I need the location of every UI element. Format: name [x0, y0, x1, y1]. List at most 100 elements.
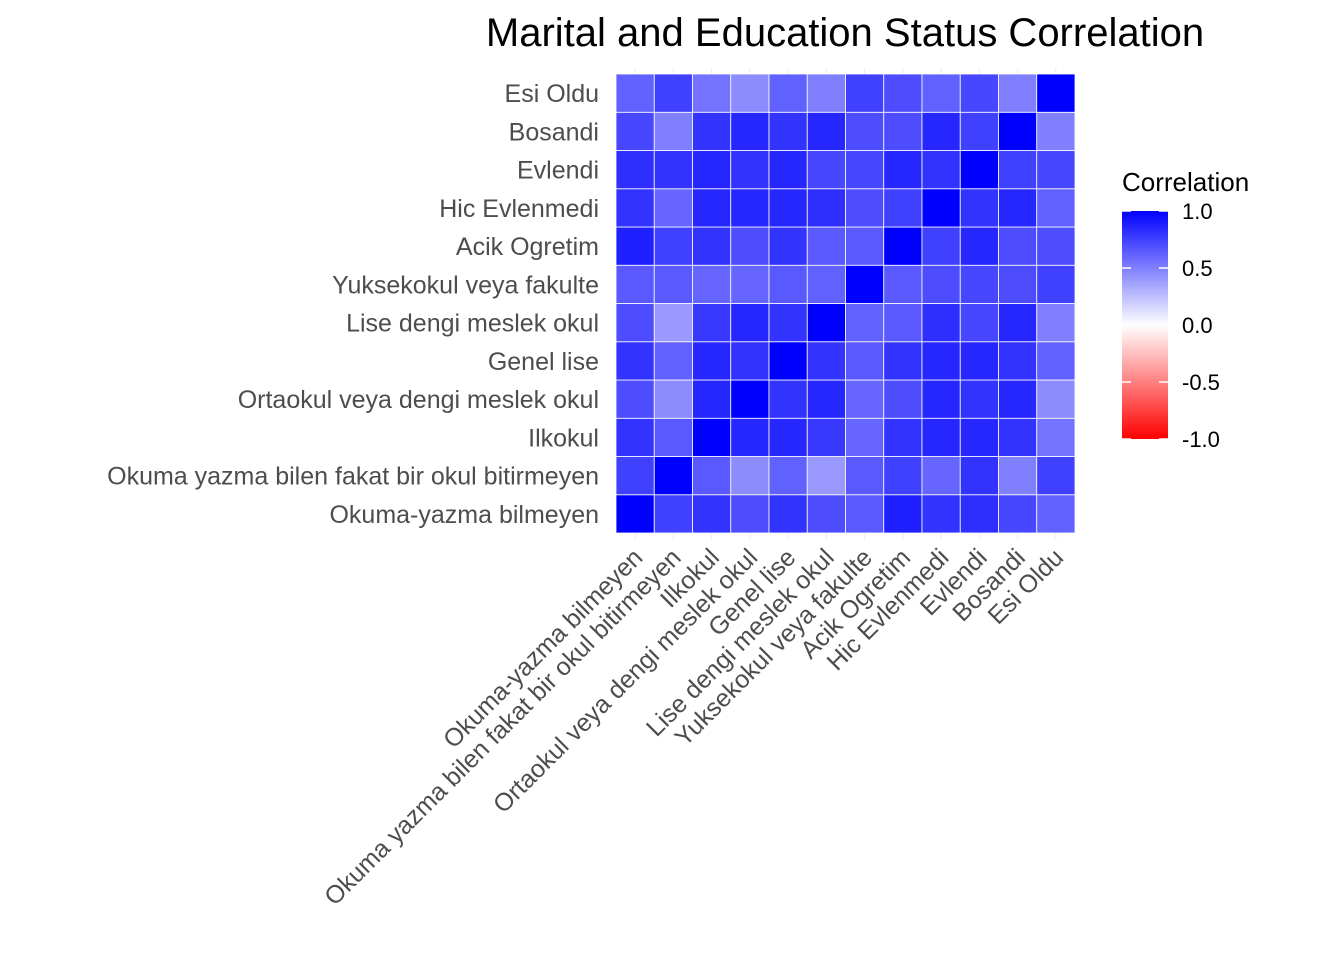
heatmap-cell — [730, 188, 770, 228]
heatmap-cell — [653, 150, 693, 190]
heatmap-cell — [959, 303, 999, 343]
y-tick-label: Genel lise — [488, 348, 599, 376]
heatmap-cell — [959, 379, 999, 419]
heatmap-cell — [692, 494, 732, 534]
heatmap-cell — [806, 264, 846, 304]
y-tick-label: Yuksekokul veya fakulte — [332, 271, 599, 299]
heatmap-cell — [730, 264, 770, 304]
heatmap-cell — [653, 417, 693, 457]
heatmap-cell — [730, 379, 770, 419]
heatmap-cell — [1036, 341, 1076, 381]
x-tick-label: Okuma yazma bilen fakat bir okul bitirme… — [319, 543, 687, 911]
heatmap-cell — [998, 150, 1038, 190]
heatmap-cell — [883, 303, 923, 343]
heatmap-cell — [692, 303, 732, 343]
heatmap-cell — [883, 341, 923, 381]
heatmap-cell — [1036, 303, 1076, 343]
heatmap-cell — [1036, 379, 1076, 419]
heatmap-cell — [1036, 494, 1076, 534]
heatmap-cell — [653, 73, 693, 113]
heatmap-cell — [615, 494, 655, 534]
heatmap-cell — [692, 264, 732, 304]
heatmap-cell — [959, 150, 999, 190]
heatmap-cell — [692, 188, 732, 228]
y-tick-label: Bosandi — [509, 118, 599, 146]
heatmap-cell — [730, 456, 770, 496]
heatmap-cell — [692, 417, 732, 457]
heatmap-cell — [959, 264, 999, 304]
legend-title: Correlation — [1122, 167, 1249, 197]
heatmap-cell — [959, 111, 999, 151]
heatmap-cell — [883, 417, 923, 457]
heatmap-cell — [615, 188, 655, 228]
heatmap-cell — [921, 494, 961, 534]
heatmap-cell — [768, 341, 808, 381]
heatmap-cell — [845, 494, 885, 534]
heatmap-cell — [998, 264, 1038, 304]
heatmap-cell — [883, 226, 923, 266]
heatmap-cell — [1036, 188, 1076, 228]
heatmap-cell — [730, 303, 770, 343]
heatmap-cell — [806, 494, 846, 534]
legend: Correlation 1.0 0.5 0.0 -0.5 -1.0 — [1122, 167, 1249, 452]
heatmap-cell — [845, 417, 885, 457]
heatmap-cell — [768, 417, 808, 457]
heatmap-cell — [615, 226, 655, 266]
y-tick-label: Hic Evlenmedi — [439, 195, 599, 223]
chart-title: Marital and Education Status Correlation — [486, 11, 1204, 55]
heatmap-cell — [768, 150, 808, 190]
y-tick-label: Esi Oldu — [505, 80, 599, 108]
heatmap-cell — [1036, 73, 1076, 113]
heatmap-cell — [998, 494, 1038, 534]
heatmap-cell — [883, 379, 923, 419]
heatmap-cell — [1036, 264, 1076, 304]
heatmap-cell — [730, 494, 770, 534]
heatmap-cell — [845, 303, 885, 343]
heatmap-cell — [615, 303, 655, 343]
heatmap-cell — [768, 264, 808, 304]
heatmap-cell — [768, 111, 808, 151]
heatmap-cell — [845, 73, 885, 113]
heatmap-cell — [959, 73, 999, 113]
heatmap-cell — [806, 150, 846, 190]
heatmap-cell — [615, 264, 655, 304]
heatmap-cell — [1036, 111, 1076, 151]
heatmap-cell — [921, 456, 961, 496]
heatmap-cell — [730, 341, 770, 381]
heatmap-cell — [921, 226, 961, 266]
heatmap-cell — [998, 111, 1038, 151]
heatmap-cell — [921, 150, 961, 190]
legend-tick-label: 1.0 — [1182, 199, 1213, 224]
heatmap-cell — [653, 341, 693, 381]
heatmap-cell — [730, 226, 770, 266]
heatmap-cell — [653, 494, 693, 534]
heatmap-cell — [921, 417, 961, 457]
heatmap-cell — [959, 188, 999, 228]
heatmap-cell — [692, 226, 732, 266]
heatmap-cell — [730, 73, 770, 113]
heatmap-cell — [998, 456, 1038, 496]
heatmap-cell — [806, 73, 846, 113]
heatmap-cell — [1036, 417, 1076, 457]
heatmap-cell — [883, 111, 923, 151]
heatmap-cell — [806, 379, 846, 419]
heatmap-cell — [615, 73, 655, 113]
heatmap-cell — [883, 264, 923, 304]
heatmap-cell — [806, 188, 846, 228]
heatmap-cell — [692, 73, 732, 113]
heatmap-cell — [730, 111, 770, 151]
heatmap-cell — [959, 417, 999, 457]
heatmap-cell — [921, 379, 961, 419]
heatmap-cell — [692, 150, 732, 190]
heatmap-cell — [730, 417, 770, 457]
heatmap-cell — [845, 188, 885, 228]
heatmap-cell — [921, 73, 961, 113]
heatmap-cell — [959, 494, 999, 534]
heatmap-cell — [806, 417, 846, 457]
heatmap-cell — [1036, 150, 1076, 190]
heatmap-cell — [615, 417, 655, 457]
heatmap-cell — [921, 111, 961, 151]
legend-tick-label: 0.0 — [1182, 313, 1213, 338]
